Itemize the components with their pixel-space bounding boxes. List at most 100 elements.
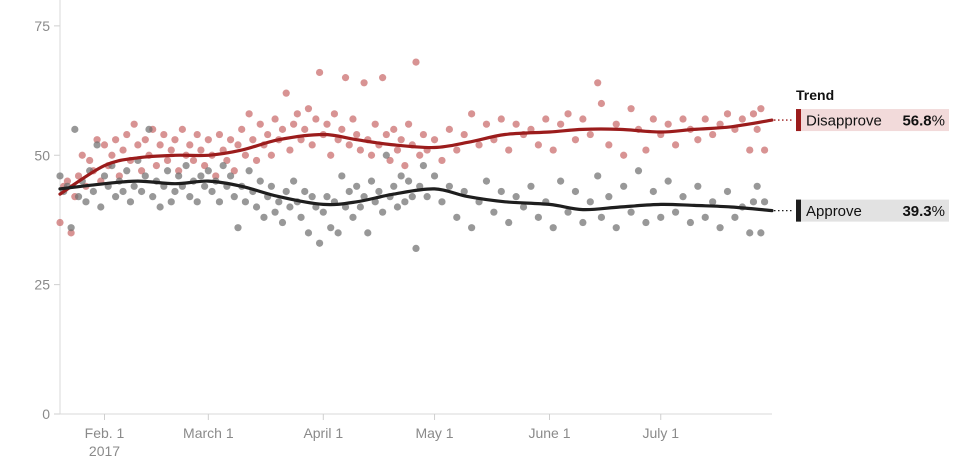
- disapprove-point-93: [401, 162, 409, 170]
- approve-point-34: [182, 162, 190, 170]
- approve-point-61: [282, 187, 290, 196]
- approve-point-112: [519, 203, 528, 211]
- approve-point-141: [731, 213, 739, 221]
- approve-point-19: [126, 198, 135, 206]
- disapprove-point-147: [760, 146, 769, 154]
- disapprove-point-38: [197, 146, 205, 154]
- approve-point-104: [460, 187, 468, 196]
- disapprove-point-22: [137, 167, 146, 175]
- approve-point-137: [701, 213, 709, 221]
- disapprove-point-94: [404, 120, 413, 128]
- approve-point-124: [605, 193, 613, 201]
- approve-point-145: [753, 182, 761, 190]
- approve-point-20: [130, 182, 138, 190]
- disapprove-point-81: [356, 146, 364, 154]
- disapprove-point-54: [256, 120, 264, 128]
- x-tick-label-april-1: April 1: [303, 425, 343, 441]
- disapprove-point-82: [360, 79, 368, 87]
- approve-point-58: [271, 208, 279, 216]
- approve-point-43: [215, 198, 224, 206]
- disapprove-point-39: [201, 162, 209, 170]
- disapprove-point-68: [308, 141, 316, 149]
- disapprove-point-12: [100, 141, 109, 149]
- approve-point-143: [746, 229, 754, 237]
- approve-point-46: [226, 172, 235, 180]
- disapprove-point-139: [716, 120, 724, 128]
- approve-point-3: [67, 224, 75, 232]
- approve-point-88: [382, 151, 390, 159]
- approve-point-76: [338, 172, 346, 180]
- approve-point-57: [267, 182, 275, 190]
- disapprove-point-125: [612, 120, 620, 128]
- approve-point-65: [297, 213, 305, 221]
- approve-point-18: [123, 167, 131, 175]
- approve-point-144: [749, 198, 758, 206]
- approve-point-48: [234, 224, 242, 232]
- disapprove-point-42: [212, 172, 220, 180]
- approve-point-25: [149, 193, 157, 201]
- approve-point-99: [423, 193, 431, 201]
- approve-point-37: [193, 198, 201, 206]
- approve-point-96: [412, 244, 420, 252]
- disapprove-point-87: [379, 74, 387, 82]
- disapprove-point-40: [204, 136, 212, 144]
- disapprove-point-20: [130, 120, 138, 128]
- disapprove-point-134: [679, 115, 687, 123]
- disapprove-point-5: [74, 172, 83, 180]
- disapprove-legend-box: [796, 109, 949, 132]
- approve-point-4: [71, 125, 79, 133]
- approve-point-24: [145, 125, 153, 133]
- approve-point-83: [364, 229, 372, 237]
- approve-point-125: [612, 224, 620, 232]
- y-tick-label-50: 50: [34, 147, 50, 163]
- approve-point-15: [112, 193, 120, 201]
- approve-point-131: [657, 213, 665, 221]
- disapprove-trend-line: [58, 118, 774, 196]
- disapprove-point-66: [301, 125, 309, 133]
- approve-point-78: [345, 187, 353, 196]
- disapprove-point-91: [393, 146, 402, 154]
- disapprove-point-69: [312, 115, 320, 123]
- disapprove-point-122: [594, 79, 602, 87]
- disapprove-point-78: [345, 141, 353, 149]
- disapprove-point-117: [557, 120, 565, 128]
- x-tick-label-july-1: July 1: [642, 425, 679, 441]
- x-tick-label-march-1: March 1: [183, 425, 234, 441]
- disapprove-point-10: [93, 136, 101, 144]
- approve-point-120: [579, 218, 587, 227]
- disapprove-point-48: [234, 141, 242, 149]
- approve-legend-label: Approve: [806, 203, 862, 220]
- disapprove-point-17: [119, 146, 127, 154]
- approve-point-116: [549, 224, 557, 232]
- y-tick-label-75: 75: [34, 18, 50, 34]
- disapprove-point-77: [341, 74, 350, 82]
- disapprove-point-101: [438, 156, 446, 165]
- approve-point-119: [571, 187, 580, 196]
- approve-point-81: [356, 203, 364, 211]
- disapprove-point-142: [738, 115, 746, 123]
- approve-point-68: [308, 193, 316, 201]
- disapprove-point-109: [497, 115, 505, 123]
- approve-point-55: [260, 213, 268, 221]
- approve-point-114: [534, 213, 542, 221]
- disapprove-point-98: [419, 130, 428, 139]
- disapprove-point-49: [238, 125, 246, 133]
- disapprove-point-45: [223, 156, 231, 165]
- disapprove-point-8: [86, 156, 94, 165]
- approve-point-95: [408, 193, 416, 201]
- approve-point-147: [760, 198, 769, 206]
- approve-point-44: [219, 162, 227, 170]
- disapprove-point-50: [241, 151, 250, 159]
- approve-point-23: [141, 172, 149, 180]
- approve-point-63: [290, 177, 298, 185]
- approve-point-38: [197, 172, 205, 180]
- disapprove-point-126: [620, 151, 628, 159]
- approve-point-121: [586, 198, 594, 206]
- approve-point-47: [230, 193, 238, 201]
- approve-point-10: [93, 141, 101, 149]
- disapprove-point-79: [349, 115, 357, 123]
- approve-point-107: [482, 177, 491, 185]
- disapprove-point-72: [323, 120, 331, 128]
- disapprove-point-130: [649, 115, 657, 123]
- disapprove-point-63: [290, 120, 298, 128]
